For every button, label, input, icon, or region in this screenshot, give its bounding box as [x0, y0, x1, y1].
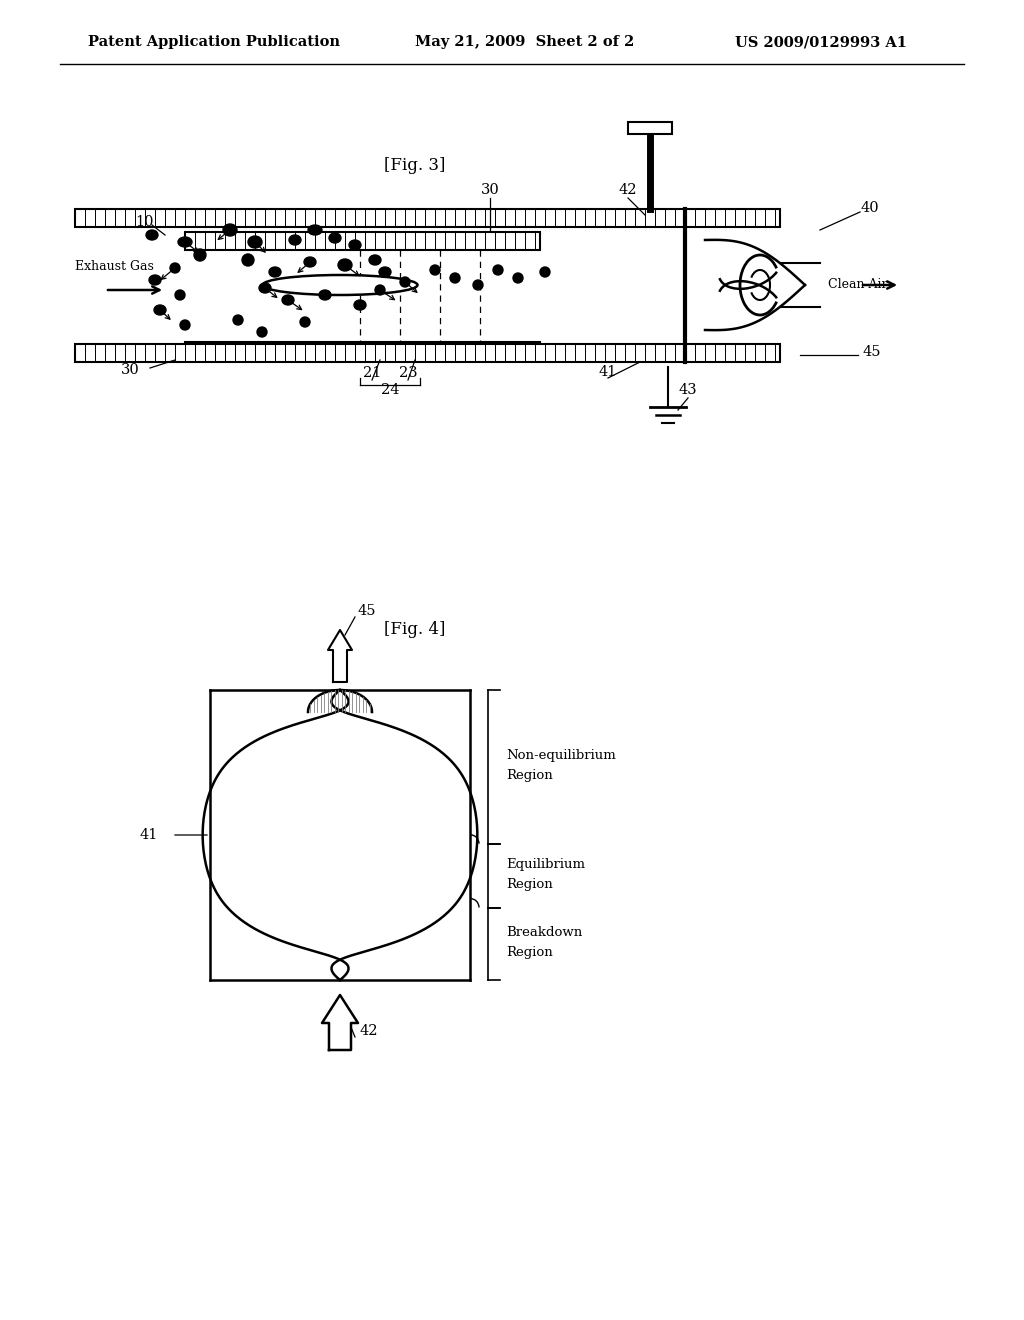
Text: [Fig. 4]: [Fig. 4] — [384, 622, 445, 639]
Ellipse shape — [154, 305, 166, 315]
Text: US 2009/0129993 A1: US 2009/0129993 A1 — [735, 36, 907, 49]
Ellipse shape — [175, 290, 185, 300]
Text: 30: 30 — [121, 363, 139, 378]
Ellipse shape — [400, 277, 410, 286]
Text: 43: 43 — [679, 383, 697, 397]
Text: 45: 45 — [358, 605, 377, 618]
Bar — [185, 342, 540, 360]
Ellipse shape — [354, 300, 366, 310]
Text: Region: Region — [506, 768, 553, 781]
Ellipse shape — [223, 224, 237, 236]
Ellipse shape — [304, 257, 316, 267]
Text: Region: Region — [506, 945, 553, 958]
Text: Region: Region — [506, 878, 553, 891]
Ellipse shape — [375, 285, 385, 294]
Ellipse shape — [282, 294, 294, 305]
Ellipse shape — [146, 230, 158, 240]
Text: 24: 24 — [381, 383, 399, 397]
Bar — [628, 121, 672, 135]
Ellipse shape — [513, 273, 523, 282]
Text: 41: 41 — [139, 828, 158, 842]
Ellipse shape — [349, 240, 361, 249]
Text: 21: 21 — [362, 366, 381, 380]
Ellipse shape — [242, 253, 254, 267]
Text: 10: 10 — [135, 215, 154, 228]
Ellipse shape — [262, 275, 418, 294]
Ellipse shape — [248, 236, 262, 248]
Text: Exhaust Gas: Exhaust Gas — [75, 260, 154, 273]
Ellipse shape — [257, 327, 267, 337]
Bar — [75, 209, 780, 227]
Ellipse shape — [308, 224, 322, 235]
Text: 40: 40 — [861, 201, 880, 215]
Bar — [185, 232, 540, 249]
Ellipse shape — [150, 275, 161, 285]
Text: 23: 23 — [398, 366, 418, 380]
Ellipse shape — [233, 315, 243, 325]
Text: 42: 42 — [360, 1024, 379, 1038]
Ellipse shape — [319, 290, 331, 300]
Ellipse shape — [180, 319, 190, 330]
Ellipse shape — [300, 317, 310, 327]
Ellipse shape — [338, 259, 352, 271]
Ellipse shape — [178, 238, 193, 247]
Text: Patent Application Publication: Patent Application Publication — [88, 36, 340, 49]
Ellipse shape — [430, 265, 440, 275]
Text: [Fig. 3]: [Fig. 3] — [384, 157, 445, 173]
Text: Non-equilibrium: Non-equilibrium — [506, 748, 615, 762]
Ellipse shape — [289, 235, 301, 246]
Ellipse shape — [329, 234, 341, 243]
Ellipse shape — [493, 265, 503, 275]
Ellipse shape — [259, 282, 271, 293]
Ellipse shape — [379, 267, 391, 277]
Text: 42: 42 — [618, 183, 637, 197]
Ellipse shape — [473, 280, 483, 290]
Ellipse shape — [540, 267, 550, 277]
Ellipse shape — [369, 255, 381, 265]
Text: Clean Air: Clean Air — [828, 279, 888, 292]
Text: 45: 45 — [863, 345, 882, 359]
Ellipse shape — [194, 249, 206, 261]
Text: 41: 41 — [599, 366, 617, 379]
Text: May 21, 2009  Sheet 2 of 2: May 21, 2009 Sheet 2 of 2 — [415, 36, 635, 49]
Text: Equilibrium: Equilibrium — [506, 858, 585, 871]
Polygon shape — [322, 995, 358, 1049]
Ellipse shape — [450, 273, 460, 282]
Text: Breakdown: Breakdown — [506, 925, 583, 939]
Text: 30: 30 — [480, 183, 500, 197]
Ellipse shape — [269, 267, 281, 277]
Bar — [75, 345, 780, 362]
Ellipse shape — [170, 263, 180, 273]
Polygon shape — [328, 630, 352, 682]
